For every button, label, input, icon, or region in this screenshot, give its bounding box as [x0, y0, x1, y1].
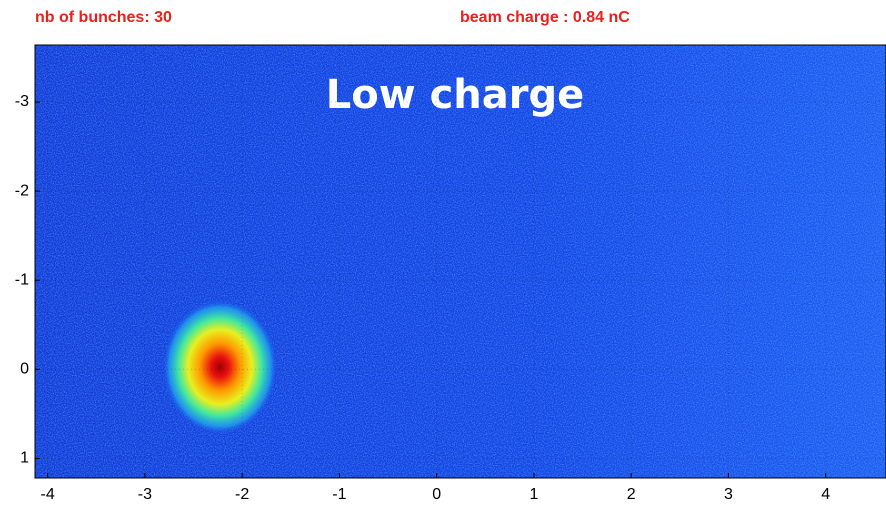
plot-area — [34, 44, 886, 479]
x-tick-label: 4 — [821, 486, 830, 503]
y-tick-label: 0 — [20, 361, 29, 378]
x-tick-label: -4 — [41, 486, 55, 503]
beam-spot — [162, 299, 278, 435]
annotation: Low charge — [326, 72, 585, 118]
x-tick-label: -1 — [332, 486, 346, 503]
x-tick-label: 3 — [724, 486, 733, 503]
plot-frame — [34, 44, 886, 479]
subtitle: beam charge : 0.84 nC — [460, 9, 630, 26]
x-tick-label: 1 — [529, 486, 538, 503]
x-tick-label: 0 — [432, 486, 441, 503]
y-tick-label: 1 — [20, 450, 29, 467]
x-tick-label: 2 — [627, 486, 636, 503]
y-tick-label: -2 — [15, 182, 29, 199]
x-tick-label: -2 — [235, 486, 249, 503]
y-tick-label: -1 — [15, 271, 29, 288]
y-tick-label: -3 — [15, 93, 29, 110]
x-tick-label: -3 — [138, 486, 152, 503]
subtitle: nb of bunches: 30 — [35, 9, 172, 26]
